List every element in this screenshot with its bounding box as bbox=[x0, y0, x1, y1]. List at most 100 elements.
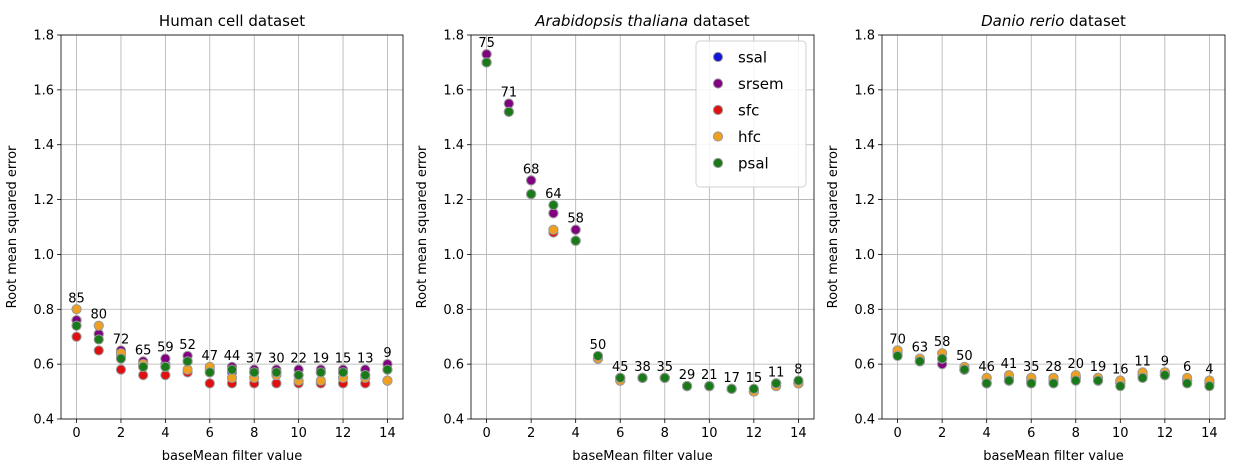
point-psal bbox=[615, 372, 626, 383]
count-annotation: 9 bbox=[383, 346, 391, 361]
count-annotation: 19 bbox=[1090, 360, 1107, 375]
y-tick-label: 0.6 bbox=[854, 358, 875, 373]
y-tick-label: 1.8 bbox=[33, 29, 54, 44]
y-tick-label: 1.0 bbox=[854, 248, 875, 263]
x-tick-label: 2 bbox=[117, 426, 125, 441]
count-annotation: 21 bbox=[701, 368, 718, 383]
count-annotation: 11 bbox=[1134, 354, 1151, 369]
point-psal bbox=[748, 383, 759, 394]
legend-label-sfc: sfc bbox=[738, 102, 759, 120]
legend-label-srsem: srsem bbox=[738, 75, 784, 93]
count-annotation: 15 bbox=[335, 352, 352, 367]
count-annotation: 44 bbox=[224, 349, 241, 364]
count-annotation: 65 bbox=[135, 343, 152, 358]
y-tick-label: 1.2 bbox=[854, 193, 875, 208]
y-tick-label: 0.4 bbox=[854, 413, 875, 428]
count-annotation: 47 bbox=[202, 349, 219, 364]
chart-panel-3: 0 2 4 6 8 10 12 140.40.60.81.01.21.41.61.8Danio… bbox=[826, 12, 1226, 464]
legend-marker-sfc bbox=[712, 104, 724, 116]
chart-title: Arabidopsis thaliana dataset bbox=[534, 12, 750, 30]
count-annotation: 29 bbox=[679, 368, 696, 383]
count-annotation: 35 bbox=[656, 360, 673, 375]
x-axis-label: baseMean filter value bbox=[572, 449, 712, 464]
point-psal bbox=[293, 370, 304, 381]
chart-panel-2: 0 2 4 6 8 10 12 140.40.60.81.01.21.41.61.8Arabi… bbox=[415, 12, 815, 464]
count-annotation: 52 bbox=[179, 338, 196, 353]
y-tick-label: 1.0 bbox=[33, 248, 54, 263]
x-tick-label: 10 bbox=[1112, 426, 1129, 441]
point-psal bbox=[1182, 378, 1193, 389]
y-axis-label: Root mean squared error bbox=[5, 145, 20, 308]
legend-marker-psal bbox=[712, 157, 724, 169]
point-psal bbox=[182, 356, 193, 367]
x-tick-label: 6 bbox=[616, 426, 624, 441]
count-annotation: 15 bbox=[746, 371, 763, 386]
y-tick-label: 1.4 bbox=[443, 138, 464, 153]
count-annotation: 63 bbox=[912, 341, 929, 356]
count-annotation: 70 bbox=[889, 332, 906, 347]
point-psal bbox=[592, 350, 604, 362]
point-psal bbox=[1159, 370, 1170, 381]
point-sfc bbox=[71, 331, 82, 342]
y-tick-label: 1.6 bbox=[443, 83, 464, 98]
x-tick-label: 12 bbox=[1157, 426, 1174, 441]
x-tick-label: 10 bbox=[701, 426, 718, 441]
point-psal bbox=[360, 370, 371, 381]
x-tick-label: 4 bbox=[983, 426, 991, 441]
point-psal bbox=[226, 364, 238, 375]
point-psal bbox=[1026, 378, 1037, 389]
y-tick-label: 0.4 bbox=[33, 413, 54, 428]
count-annotation: 37 bbox=[246, 352, 263, 367]
point-psal bbox=[1003, 375, 1015, 386]
point-psal bbox=[892, 350, 903, 362]
count-annotation: 71 bbox=[501, 86, 518, 101]
x-tick-label: 14 bbox=[379, 426, 396, 441]
count-annotation: 85 bbox=[68, 291, 85, 306]
legend-label-psal: psal bbox=[738, 155, 769, 173]
y-tick-label: 1.8 bbox=[443, 29, 464, 44]
point-psal bbox=[526, 188, 537, 200]
point-psal bbox=[71, 320, 82, 331]
chart-title: Danio rerio dataset bbox=[981, 12, 1126, 30]
point-psal bbox=[115, 353, 127, 364]
legend-label-hfc: hfc bbox=[738, 128, 761, 146]
x-axis-label: baseMean filter value bbox=[162, 449, 302, 464]
x-tick-label: 4 bbox=[572, 426, 580, 441]
point-psal bbox=[793, 375, 804, 386]
count-annotation: 22 bbox=[290, 352, 307, 367]
point-hfc bbox=[382, 375, 393, 386]
legend-box bbox=[695, 40, 807, 188]
x-tick-label: 8 bbox=[1072, 426, 1080, 441]
point-psal bbox=[771, 378, 782, 389]
legend-label-ssal: ssal bbox=[738, 49, 767, 67]
point-psal bbox=[570, 235, 581, 246]
count-annotation: 59 bbox=[157, 341, 174, 356]
count-annotation: 30 bbox=[268, 352, 285, 367]
point-psal bbox=[548, 199, 559, 211]
point-psal bbox=[1204, 380, 1215, 392]
x-tick-label: 6 bbox=[1027, 426, 1035, 441]
point-psal bbox=[959, 364, 970, 375]
point-psal bbox=[637, 372, 648, 383]
point-hfc bbox=[71, 304, 82, 315]
y-tick-label: 1.4 bbox=[33, 138, 54, 153]
y-axis-label: Root mean squared error bbox=[415, 145, 430, 308]
x-tick-label: 0 bbox=[482, 426, 490, 441]
count-annotation: 20 bbox=[1067, 357, 1084, 372]
y-tick-label: 0.6 bbox=[33, 358, 54, 373]
x-axis-label: baseMean filter value bbox=[983, 449, 1123, 464]
point-psal bbox=[937, 353, 948, 364]
count-annotation: 46 bbox=[978, 360, 995, 375]
point-psal bbox=[659, 372, 670, 383]
count-annotation: 58 bbox=[934, 335, 951, 350]
count-annotation: 75 bbox=[478, 36, 495, 51]
point-psal bbox=[315, 367, 326, 378]
point-hfc bbox=[548, 224, 559, 235]
y-tick-label: 0.8 bbox=[443, 303, 464, 318]
x-tick-label: 0 bbox=[72, 426, 80, 441]
axes-frame bbox=[60, 34, 404, 420]
point-psal bbox=[382, 364, 393, 375]
y-tick-label: 1.4 bbox=[854, 138, 875, 153]
count-annotation: 8 bbox=[794, 363, 802, 378]
y-tick-label: 1.6 bbox=[33, 83, 54, 98]
